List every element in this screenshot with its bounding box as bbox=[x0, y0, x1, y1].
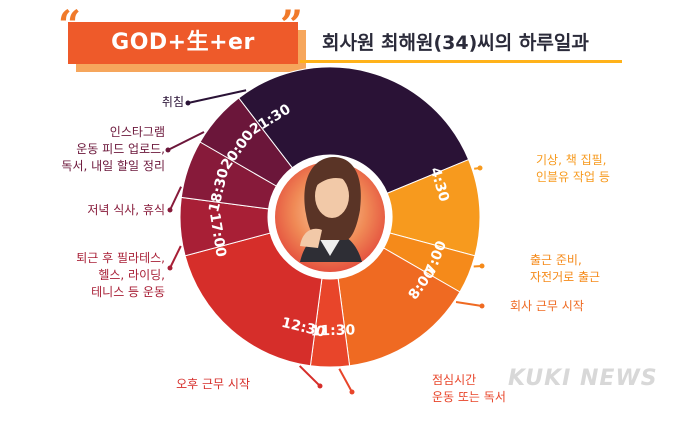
activity-label: 회사 근무 시작 bbox=[510, 299, 584, 313]
leader-dot bbox=[167, 207, 173, 213]
leader-dot bbox=[479, 303, 485, 309]
leader-line bbox=[298, 365, 321, 387]
title-underline bbox=[300, 60, 622, 63]
leader-dot bbox=[185, 100, 191, 106]
leader-line bbox=[169, 245, 182, 269]
activity-label: 퇴근 후 필라테스, 헬스, 라이딩, 테니스 등 운동 bbox=[76, 251, 165, 299]
leader-line bbox=[455, 301, 483, 307]
leader-line bbox=[187, 89, 247, 104]
title-banner bbox=[68, 22, 306, 72]
leader-line bbox=[338, 368, 353, 393]
leader-dot bbox=[479, 263, 485, 269]
leader-line bbox=[167, 131, 205, 151]
activity-label: 기상, 책 집필, 인블유 작업 등 bbox=[536, 153, 610, 184]
brand-title: GOD+生+er bbox=[111, 30, 255, 55]
leader-dot bbox=[167, 265, 173, 271]
woman-illustration bbox=[300, 157, 362, 262]
news-watermark: KUKI NEWS bbox=[508, 366, 658, 391]
center-portrait bbox=[268, 155, 392, 279]
leader-dot bbox=[317, 383, 323, 389]
leader-dot bbox=[165, 147, 171, 153]
activity-label: 출근 준비, 자전거로 출근 bbox=[530, 253, 601, 284]
activity-label: 점심시간 운동 또는 독서 bbox=[432, 373, 506, 404]
activity-label: 오후 근무 시작 bbox=[176, 377, 250, 391]
time-label: 11:30 bbox=[310, 322, 355, 339]
close-quote-icon: ” bbox=[280, 2, 304, 49]
activity-label: 인스타그램 운동 피드 업로드, 독서, 내일 할일 정리 bbox=[61, 125, 165, 173]
leader-dot bbox=[477, 165, 483, 171]
open-quote-icon: “ bbox=[58, 2, 82, 49]
page-subtitle: 회사원 최해원(34)씨의 하루일과 bbox=[322, 32, 589, 54]
leader-dot bbox=[349, 389, 355, 395]
activity-label: 저녁 식사, 휴식 bbox=[87, 203, 165, 217]
schedule-segment bbox=[184, 232, 323, 367]
activity-label: 취침 bbox=[161, 95, 184, 109]
time-label: 17:00 bbox=[206, 212, 229, 259]
leader-line bbox=[169, 186, 182, 211]
